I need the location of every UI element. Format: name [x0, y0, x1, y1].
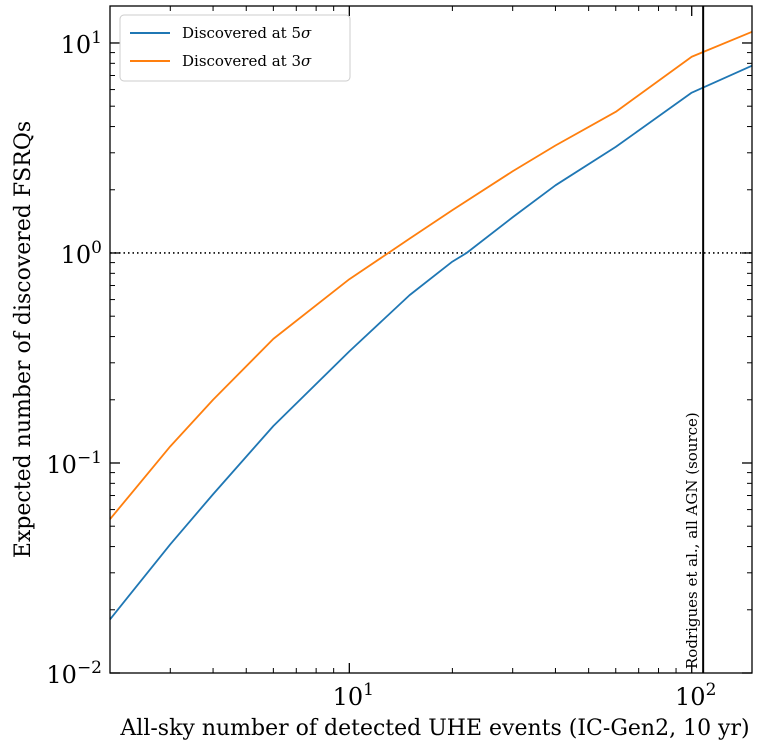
series-line-2 [109, 30, 753, 520]
legend-label: Discovered at 5σ [182, 24, 312, 42]
series-layer [109, 30, 753, 620]
legend: Discovered at 5σ Discovered at 3σ [119, 14, 351, 82]
series-line-1 [109, 64, 753, 620]
legend-label: Discovered at 3σ [182, 52, 312, 70]
plot-frame [109, 5, 753, 674]
y-tick-label: 10−1 [46, 448, 102, 479]
legend-box [119, 14, 351, 82]
major-ticks [110, 6, 752, 674]
minor-ticks [110, 6, 752, 673]
y-tick-label: 100 [61, 238, 102, 269]
reference-vline-layer: Rodrigues et al., all AGN (source) [683, 6, 705, 673]
y-tick-label: 101 [61, 28, 102, 59]
x-tick-label: 101 [333, 680, 374, 711]
x-tick-label: 102 [675, 680, 716, 711]
y-tick-label: 10−2 [46, 658, 102, 689]
y-axis-label: Expected number of discovered FSRQs [11, 121, 36, 558]
reference-vline-label: Rodrigues et al., all AGN (source) [683, 412, 701, 669]
x-axis-label: All-sky number of detected UHE events (I… [119, 716, 749, 741]
tick-labels: 101 102 10−2 10−1 100 101 [46, 28, 716, 711]
